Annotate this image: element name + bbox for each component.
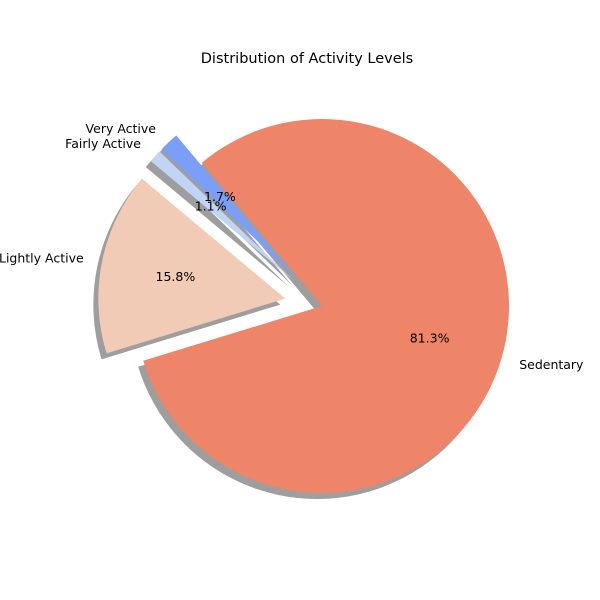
slice-percent-very-active: 1.7% <box>204 189 236 204</box>
slice-percent-sedentary: 81.3% <box>410 330 450 345</box>
slices <box>98 118 510 493</box>
pie-slice-sedentary <box>143 118 510 493</box>
chart-title: Distribution of Activity Levels <box>201 51 413 67</box>
pie-slice-very-active <box>161 135 297 279</box>
pie-slice-fairly-active <box>150 151 295 282</box>
slice-percent-fairly-active: 1.1% <box>195 199 227 214</box>
slice-label-lightly-active: Lightly Active <box>0 250 84 265</box>
slice-label-very-active: Very Active <box>86 121 157 136</box>
slice-shadow-fairly-active <box>145 157 290 288</box>
slice-label-fairly-active: Fairly Active <box>65 136 141 151</box>
pie-slice-lightly-active <box>98 178 286 354</box>
slice-labels: Very Active 1.7% Fairly Active 1.1% Lightly … <box>0 121 584 372</box>
slice-label-sedentary: Sedentary <box>519 357 584 372</box>
slice-percent-lightly-active: 15.8% <box>156 269 196 284</box>
